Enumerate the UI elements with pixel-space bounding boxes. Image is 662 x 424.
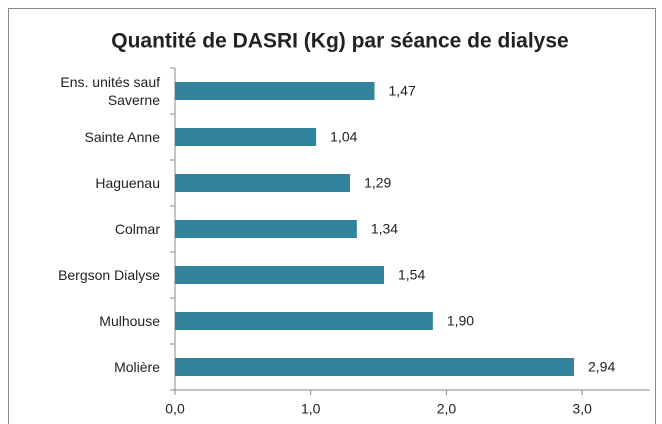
x-tick-label: 1,0 xyxy=(301,401,321,417)
y-tick-label: Colmar xyxy=(114,221,160,237)
value-label: 1,54 xyxy=(398,267,425,283)
bar xyxy=(175,312,433,330)
value-label: 1,47 xyxy=(389,83,416,99)
chart-border xyxy=(8,8,656,424)
y-tick-label: Bergson Dialyse xyxy=(58,267,160,283)
y-tick-label: Sainte Anne xyxy=(84,129,160,145)
value-label: 1,29 xyxy=(364,175,391,191)
bar xyxy=(175,174,351,192)
bar xyxy=(175,220,357,238)
chart-title: Quantité de DASRI (Kg) par séance de dia… xyxy=(111,30,568,53)
bar xyxy=(175,266,384,284)
bar xyxy=(175,82,375,100)
bar xyxy=(175,128,317,146)
y-tick-label: Molière xyxy=(114,359,160,375)
x-tick-label: 2,0 xyxy=(437,401,457,417)
x-tick-label: 3,0 xyxy=(572,401,592,417)
y-tick-label: Ens. unités sauf Saverne xyxy=(60,74,160,108)
value-label: 2,94 xyxy=(588,359,615,375)
y-tick-label: Haguenau xyxy=(95,175,160,191)
y-tick-label: Mulhouse xyxy=(99,313,160,329)
value-label: 1,90 xyxy=(447,313,474,329)
value-label: 1,04 xyxy=(330,129,357,145)
x-tick-label: 0,0 xyxy=(165,401,185,417)
value-label: 1,34 xyxy=(371,221,398,237)
bar xyxy=(175,358,574,376)
